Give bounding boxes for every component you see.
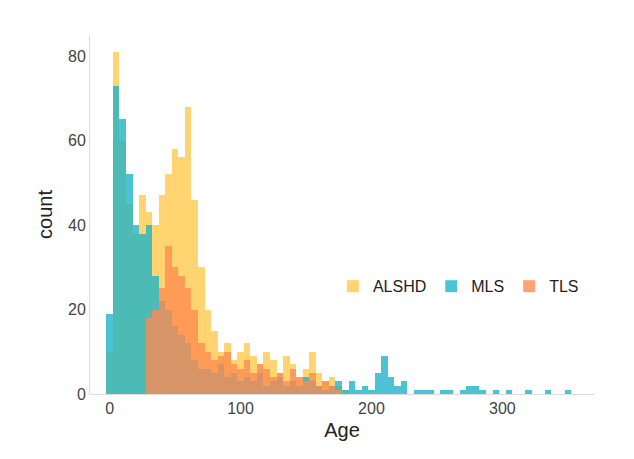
svg-text:200: 200 <box>358 400 385 417</box>
svg-text:MLS: MLS <box>471 278 504 295</box>
svg-text:0: 0 <box>105 400 114 417</box>
svg-text:TLS: TLS <box>549 278 578 295</box>
svg-text:100: 100 <box>227 400 254 417</box>
svg-text:count: count <box>34 190 56 239</box>
svg-text:80: 80 <box>68 48 86 65</box>
svg-text:Age: Age <box>324 419 360 441</box>
svg-text:ALSHD: ALSHD <box>373 278 426 295</box>
svg-text:40: 40 <box>68 217 86 234</box>
svg-text:0: 0 <box>77 386 86 403</box>
svg-text:60: 60 <box>68 132 86 149</box>
svg-text:20: 20 <box>68 301 86 318</box>
svg-text:300: 300 <box>489 400 516 417</box>
